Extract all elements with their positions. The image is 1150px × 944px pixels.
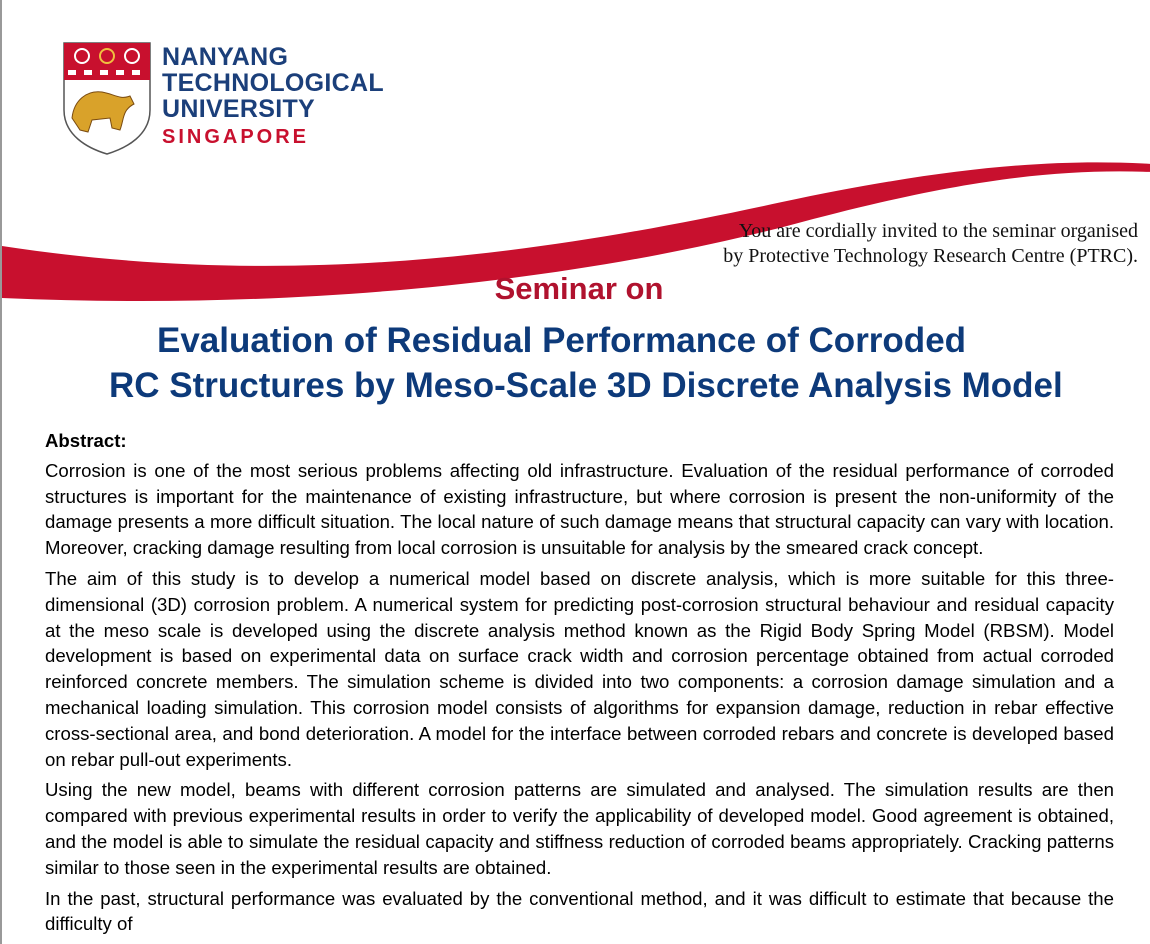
abstract: Abstract: Corrosion is one of the most s…: [45, 428, 1114, 942]
logo-line: UNIVERSITY: [162, 95, 316, 123]
logo-line: TECHNOLOGICAL: [162, 69, 384, 97]
header-graphics: [2, 42, 1150, 302]
abstract-paragraph: Using the new model, beams with differen…: [45, 779, 1114, 878]
invitation-line: by Protective Technology Research Centre…: [723, 245, 1138, 267]
abstract-heading: Abstract:: [45, 430, 127, 451]
logo-country: SINGAPORE: [162, 126, 310, 148]
logo-text: NANYANG TECHNOLOGICAL UNIVERSITY SINGAPO…: [162, 44, 384, 149]
abstract-paragraph: Corrosion is one of the most serious pro…: [45, 459, 1114, 559]
seminar-label: Seminar on: [494, 271, 664, 306]
title-line: RC Structures by Meso-Scale 3D Discrete …: [109, 366, 1063, 405]
invitation-line: You are cordially invited to the seminar…: [738, 220, 1138, 242]
invitation: You are cordially invited to the seminar…: [723, 219, 1138, 269]
red-swoosh: [2, 162, 1150, 302]
title-line: Evaluation of Residual Performance of Co…: [157, 321, 967, 360]
abstract-paragraph: In the past, structural performance was …: [45, 887, 1114, 935]
logo-line: NANYANG: [162, 43, 289, 71]
logo-shield: [63, 42, 151, 155]
abstract-paragraph: The aim of this study is to develop a nu…: [45, 567, 1114, 770]
